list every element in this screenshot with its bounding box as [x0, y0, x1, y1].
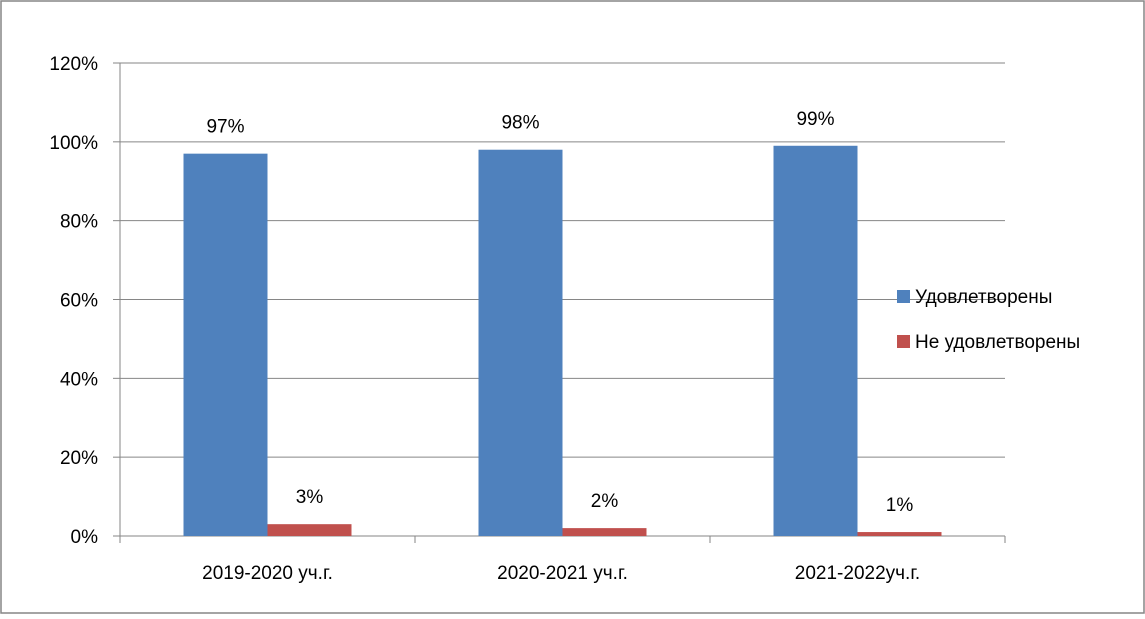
- y-tick-label: 80%: [60, 212, 98, 233]
- bar-not-satisfied: [562, 528, 647, 536]
- data-label: 97%: [206, 117, 244, 138]
- x-tick-label: 2019-2020 уч.г.: [202, 563, 333, 584]
- data-label: 98%: [501, 113, 539, 134]
- y-tick-label: 60%: [60, 291, 98, 312]
- bar-satisfied: [773, 145, 858, 536]
- bar-satisfied: [183, 153, 268, 537]
- y-tick-label: 120%: [49, 54, 98, 75]
- data-label: 1%: [886, 495, 914, 516]
- bar-not-satisfied: [267, 524, 352, 536]
- y-tick-label: 40%: [60, 369, 98, 390]
- bar-satisfied: [478, 149, 563, 536]
- labels: 0% 20% 40% 60% 80% 100% 120% 2019-2020 уч.г. 202…: [49, 54, 920, 584]
- data-label: 2%: [591, 491, 619, 512]
- legend-label: Не удовлетворены: [915, 332, 1080, 353]
- x-tick-label: 2020-2021 уч.г.: [497, 563, 628, 584]
- x-tick-label: 2021-2022уч.г.: [795, 563, 920, 584]
- bars: [183, 145, 942, 537]
- legend-label: Удовлетворены: [915, 287, 1052, 308]
- data-label: 3%: [296, 487, 324, 508]
- y-tick-label: 100%: [49, 133, 98, 154]
- legend-swatch: [897, 290, 910, 303]
- bar-not-satisfied: [857, 532, 942, 536]
- y-tick-label: 0%: [71, 527, 99, 548]
- y-tick-label: 20%: [60, 448, 98, 469]
- legend: Удовлетворены Не удовлетворены: [897, 287, 1080, 353]
- legend-swatch: [897, 335, 910, 348]
- data-label: 99%: [796, 109, 834, 130]
